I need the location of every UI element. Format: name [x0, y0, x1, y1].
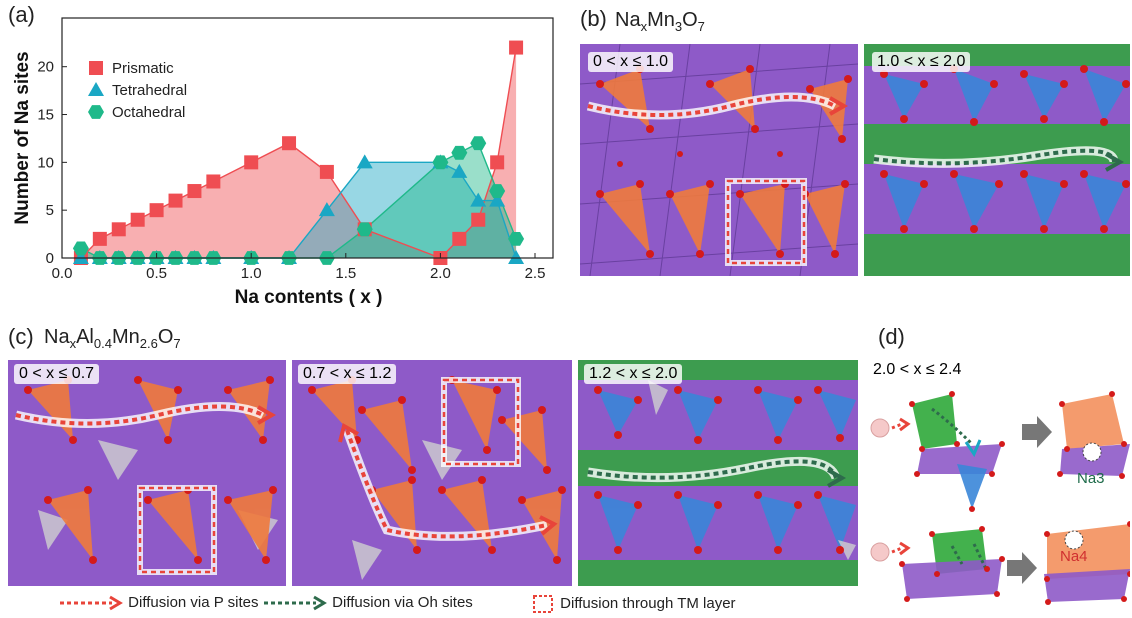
p-arrow-icon: [60, 595, 123, 611]
panel-label-a: (a): [8, 2, 35, 27]
legend-oh-sites: Diffusion via Oh sites: [262, 594, 473, 611]
chart-areas: [80, 47, 517, 258]
x-tick-label: 1.5: [335, 265, 356, 282]
y-tick-label: 10: [37, 154, 54, 171]
legend-marker-tetrahedral: [88, 82, 104, 96]
point-octahedral: [356, 222, 373, 237]
point-octahedral: [470, 136, 487, 151]
structure-c2: 0.7 < x ≤ 1.2: [292, 360, 572, 586]
crystal-image-b1: [580, 44, 858, 276]
range-label-c2: 0.7 < x ≤ 1.2: [298, 364, 397, 384]
panel-label-d: (d): [878, 324, 905, 349]
point-prismatic: [244, 155, 259, 170]
y-tick-label: 0: [46, 250, 54, 267]
point-tetrahedral: [489, 192, 506, 207]
point-prismatic: [149, 203, 164, 218]
structure-b2: 1.0 < x ≤ 2.0: [864, 44, 1130, 276]
point-octahedral: [489, 184, 506, 198]
crystal-image-b2: [864, 44, 1130, 276]
area-prismatic: [80, 47, 517, 258]
y-tick-label: 15: [37, 107, 54, 124]
point-prismatic: [490, 155, 505, 170]
range-label-c3: 1.2 < x ≤ 2.0: [584, 364, 683, 384]
range-label-b2: 1.0 < x ≤ 2.0: [872, 52, 971, 72]
y-tick-label: 20: [37, 59, 54, 76]
x-tick-label: 0.5: [146, 265, 167, 282]
chart-legend: Prismatic Tetrahedral Octahedral: [88, 60, 187, 121]
legend-marker-prismatic: [89, 61, 103, 75]
y-axis-label: Number of Na sites: [12, 51, 33, 224]
range-label-b1: 0 < x ≤ 1.0: [588, 52, 674, 72]
x-tick-label: 1.0: [241, 265, 262, 282]
point-octahedral: [432, 155, 449, 170]
structure-c1: 0 < x ≤ 0.7: [8, 360, 286, 586]
range-label-d: 2.0 < x ≤ 2.4: [873, 361, 962, 378]
panel-c-formula: NaxAl0.4Mn2.6O7: [44, 326, 181, 351]
oh-arrow-icon: [264, 595, 327, 611]
area-octahedral: [80, 143, 517, 258]
legend-tm-layer: Diffusion through TM layer: [532, 594, 736, 614]
na4-site-label: Na4: [1060, 548, 1088, 565]
point-octahedral: [72, 241, 89, 256]
y-tick-label: 5: [46, 202, 54, 219]
crystal-image-c3: [578, 360, 858, 586]
crystal-image-c1: [8, 360, 286, 586]
point-prismatic: [130, 212, 145, 227]
range-label-c1: 0 < x ≤ 0.7: [14, 364, 100, 384]
chart-axes: 0.0 0.5 1.0 1.5 2.0 2.5 0 5 10 15 20 Na contents ( …: [12, 17, 554, 308]
point-octahedral: [451, 145, 468, 160]
plot-frame: [61, 17, 554, 259]
crystal-image-c2: [292, 360, 572, 586]
structure-c3: 1.2 < x ≤ 2.0: [578, 360, 858, 586]
na-sites-chart: 0.0 0.5 1.0 1.5 2.0 2.5 0 5 10 15 20 Na contents ( …: [12, 17, 554, 308]
panel-label-b: (b): [580, 6, 607, 31]
point-octahedral: [508, 231, 525, 246]
point-tetrahedral: [72, 250, 89, 264]
point-prismatic: [452, 231, 467, 246]
migration-diagram-d: [870, 391, 1130, 605]
chart-markers: [72, 40, 525, 265]
point-tetrahedral: [318, 202, 335, 217]
legend-label-tetrahedral: Tetrahedral: [112, 82, 187, 99]
point-prismatic: [206, 174, 221, 189]
point-prismatic: [187, 184, 202, 199]
point-prismatic: [509, 40, 524, 55]
legend-label-prismatic: Prismatic: [112, 60, 174, 77]
panel-label-c: (c): [8, 324, 34, 349]
point-tetrahedral: [451, 163, 468, 178]
point-prismatic: [282, 136, 297, 151]
x-tick-label: 2.0: [430, 265, 451, 282]
point-prismatic: [111, 222, 126, 237]
point-prismatic: [168, 193, 183, 208]
x-axis-label: Na contents ( x ): [235, 287, 383, 308]
na3-site-label: Na3: [1077, 470, 1105, 487]
x-tick-label: 2.5: [525, 265, 546, 282]
area-tetrahedral: [80, 162, 517, 258]
dashed-box-icon: [533, 595, 553, 613]
structure-b1: 0 < x ≤ 1.0: [580, 44, 858, 276]
panel-b-formula: NaxMn3O7: [615, 9, 705, 34]
legend-label-octahedral: Octahedral: [112, 104, 185, 121]
point-prismatic: [319, 164, 334, 179]
point-prismatic: [471, 212, 486, 227]
point-prismatic: [92, 231, 107, 246]
legend-p-sites: Diffusion via P sites: [58, 594, 259, 611]
x-tick-label: 0.0: [52, 265, 73, 282]
point-tetrahedral: [470, 192, 487, 207]
legend-marker-octahedral: [88, 105, 104, 119]
point-tetrahedral: [356, 154, 373, 169]
point-tetrahedral: [508, 250, 525, 264]
